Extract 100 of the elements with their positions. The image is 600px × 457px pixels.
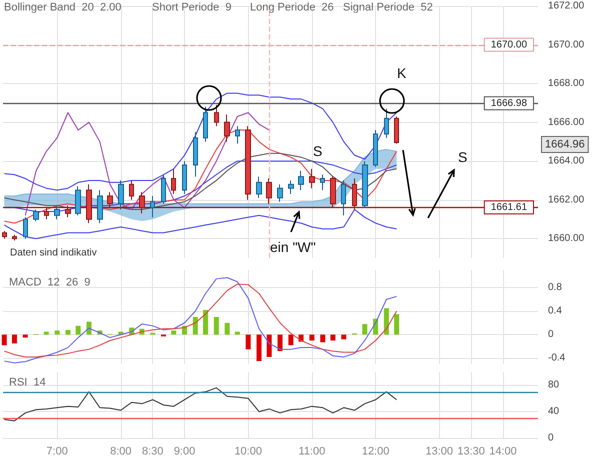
candlestick: [118, 180, 124, 210]
bar: [22, 334, 28, 338]
candlestick: [97, 190, 103, 224]
candlestick: [203, 106, 208, 142]
annotation: Daten sind indikativ: [10, 248, 97, 258]
x-tick-label: 13:30: [457, 446, 485, 457]
candlestick: [107, 192, 113, 208]
bar: [12, 334, 17, 344]
bar: [224, 322, 230, 335]
annotation: K: [397, 65, 407, 81]
ref-line-label: 1670.00: [490, 39, 528, 50]
candlestick: [277, 184, 283, 202]
bar: [256, 334, 262, 362]
bar: [362, 324, 368, 335]
candlestick: [384, 108, 389, 138]
y-tick-label: 0: [548, 432, 554, 444]
y-tick-label: 80: [548, 380, 560, 391]
bar: [2, 334, 7, 346]
bar: [394, 314, 400, 335]
bar: [341, 334, 346, 340]
candlestick: [298, 170, 304, 191]
annotation: Signal Periode 52: [343, 2, 433, 14]
candlestick: [33, 209, 39, 222]
bar: [54, 330, 60, 335]
bar: [288, 334, 294, 346]
candlestick: [75, 186, 81, 216]
bar: [234, 332, 240, 335]
x-tick-label: 8:30: [142, 446, 164, 457]
candlestick: [12, 234, 17, 242]
ref-line-label: 1666.98: [490, 98, 528, 109]
x-tick-label: 12:00: [362, 446, 390, 457]
candlestick: [214, 104, 219, 127]
bar: [214, 317, 219, 335]
candlestick: [182, 160, 187, 195]
bar: [76, 326, 81, 335]
text: 1664.96: [545, 138, 585, 150]
bar: [320, 334, 326, 342]
candlestick: [352, 178, 357, 210]
y-tick-label: 1664.00: [548, 156, 585, 167]
annotation: Short Periode 9: [152, 2, 232, 14]
y-tick-label: 0.4: [548, 306, 562, 317]
text: MACD 12 26 9: [9, 276, 90, 288]
y-tick-label: -0.4: [548, 352, 566, 364]
annotation: Bollinger Band 20 2.00: [4, 2, 122, 14]
candlestick: [320, 174, 325, 191]
bar: [44, 332, 49, 335]
line-series: [4, 209, 398, 240]
candlestick: [150, 195, 155, 218]
line-series: [4, 130, 398, 224]
candlestick: [171, 168, 176, 195]
candlestick: [161, 174, 166, 204]
candlestick: [139, 192, 145, 214]
bar: [278, 334, 283, 352]
x-tick-label: 8:00: [110, 446, 132, 457]
candlestick: [86, 184, 92, 224]
chart-title: RSI 14: [9, 376, 46, 388]
y-tick-label: 0: [548, 329, 554, 340]
annotation: S: [313, 143, 322, 159]
bar: [65, 330, 70, 335]
bar: [203, 310, 208, 335]
candlestick: [245, 126, 251, 200]
candlestick: [193, 132, 198, 178]
bar: [266, 334, 272, 357]
candlestick: [65, 205, 71, 218]
candlestick: [362, 160, 368, 208]
line-series: [4, 387, 398, 422]
candlestick: [129, 180, 134, 200]
candlestick: [341, 180, 346, 216]
y-tick-label: 1668.00: [548, 78, 585, 90]
candlestick: [44, 207, 49, 220]
candlestick: [373, 130, 378, 168]
y-tick-label: 1670.00: [548, 39, 585, 50]
bar: [330, 334, 336, 340]
candlestick: [394, 116, 399, 144]
bar: [309, 334, 314, 340]
x-tick-label: 9:00: [174, 446, 196, 457]
y-tick-label: 1666.00: [548, 116, 585, 128]
x-tick-label: 11:00: [298, 446, 326, 457]
bar: [246, 334, 251, 350]
x-tick-label: 13:00: [426, 446, 454, 457]
bar: [384, 308, 389, 335]
line-series: [24, 112, 270, 216]
bar: [171, 330, 176, 335]
candlestick: [288, 180, 294, 195]
annotation: Long Periode 26: [250, 2, 334, 14]
candlestick: [224, 114, 230, 142]
x-tick-label: 7:00: [46, 446, 68, 457]
y-tick-label: 1662.00: [548, 194, 585, 206]
y-tick-label: 1672.00: [548, 0, 585, 12]
candlestick: [266, 178, 272, 204]
x-tick-label: 14:00: [489, 446, 517, 457]
candlestick: [23, 216, 28, 240]
candlestick: [54, 205, 60, 220]
candlestick: [256, 176, 262, 198]
annotation: ein "W": [270, 239, 316, 255]
y-tick-label: 40: [548, 406, 560, 418]
candlestick: [330, 176, 336, 208]
y-tick-label: 0.8: [548, 282, 562, 294]
bar: [192, 317, 198, 335]
candlestick: [2, 230, 7, 240]
